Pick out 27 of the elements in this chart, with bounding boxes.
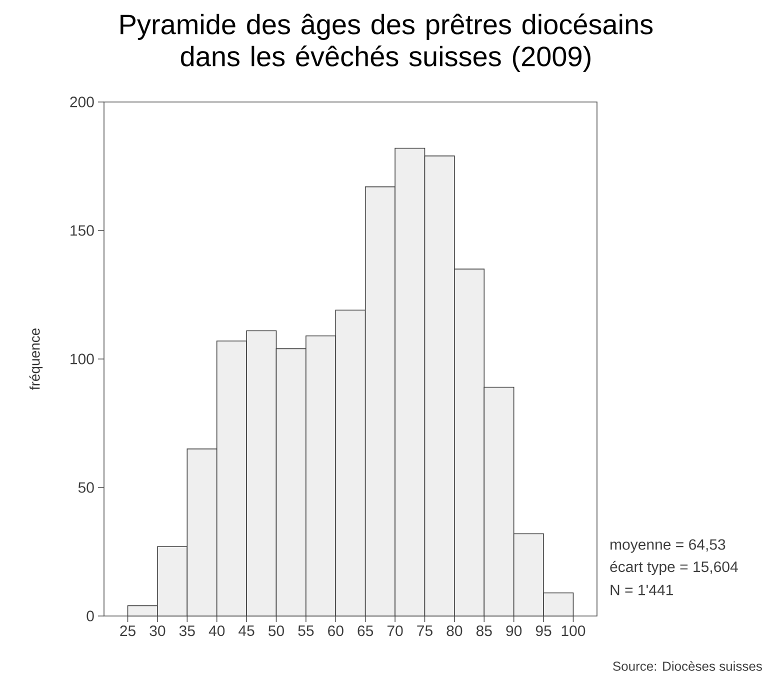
y-axis-title: fréquence xyxy=(29,328,43,390)
x-tick-label: 100 xyxy=(562,626,586,636)
x-tick-label: 30 xyxy=(150,626,166,636)
x-tick-label: 90 xyxy=(506,626,522,636)
x-tick-label: 35 xyxy=(179,626,195,636)
y-tick-label: 50 xyxy=(78,482,94,493)
x-tick-label: 50 xyxy=(268,626,284,636)
x-tick-label: 60 xyxy=(328,626,344,636)
y-tick-label: 150 xyxy=(70,225,94,236)
x-tick-label: 80 xyxy=(446,626,462,636)
x-tick-label: 40 xyxy=(208,626,225,636)
x-tick-label: 25 xyxy=(120,626,136,636)
x-tick-label: 70 xyxy=(387,626,403,636)
x-tick-label: 65 xyxy=(358,626,374,636)
y-tick-label: 0 xyxy=(86,610,94,622)
chart-title: Pyramide des âges des prêtres diocésains dans les évêchés suisses (2009) xyxy=(120,14,653,72)
text: N = 1'441 xyxy=(610,584,673,596)
y-tick-label: 200 xyxy=(70,96,94,108)
x-tick-label: 55 xyxy=(298,626,314,636)
y-tick-label: 100 xyxy=(70,354,94,364)
source-note: Source: Diocèses suisses xyxy=(613,661,762,671)
text: moyenne = 64,53 xyxy=(610,539,726,553)
x-tick-label: 85 xyxy=(476,626,492,636)
text: écart type = 15,604 xyxy=(610,560,738,576)
x-tick-label: 75 xyxy=(417,626,432,636)
x-tick-label: 95 xyxy=(536,626,552,636)
x-tick-label: 45 xyxy=(238,626,254,636)
